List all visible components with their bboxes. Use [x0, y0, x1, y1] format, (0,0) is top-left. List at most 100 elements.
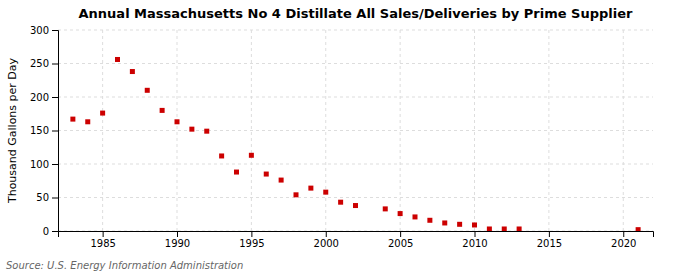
grid-line — [623, 30, 624, 231]
point — [160, 108, 165, 113]
point — [413, 214, 418, 219]
point — [85, 119, 90, 124]
axis-line — [52, 31, 59, 232]
tick-label: 1995 — [239, 238, 264, 249]
grid-line — [102, 30, 103, 231]
point — [264, 172, 269, 177]
grid-line — [58, 130, 653, 131]
point — [115, 57, 120, 62]
grid-line — [251, 30, 252, 231]
tick-mark — [52, 64, 58, 65]
grid-line — [474, 30, 475, 231]
tick: 2015 — [537, 231, 562, 249]
tick-mark — [326, 231, 327, 237]
tick: 2020 — [611, 231, 636, 249]
tick-mark — [623, 231, 624, 237]
title: Annual Massachusetts No 4 Distillate All… — [79, 6, 634, 21]
x-axis: 1985 1990 1995 2000 2005 2010 2015 2020 — [59, 231, 654, 249]
point — [145, 88, 150, 93]
point — [219, 153, 224, 158]
point — [189, 127, 194, 132]
tick-label: 2015 — [537, 238, 562, 249]
tick: 1995 — [239, 231, 264, 249]
tick-mark — [251, 231, 252, 237]
point — [70, 117, 75, 122]
axis-line — [59, 232, 654, 238]
tick: 2010 — [462, 231, 487, 249]
point — [234, 170, 239, 175]
tick-label: 1990 — [165, 238, 190, 249]
tick: 50 — [36, 192, 58, 203]
point — [175, 119, 180, 124]
grid-line — [58, 197, 653, 198]
tick-mark — [52, 164, 58, 165]
tick-label: 2005 — [388, 238, 413, 249]
y-axis: 0 50 100 150 200 250 300 — [30, 25, 59, 237]
tick: 1985 — [90, 231, 115, 249]
tick-label: 2000 — [314, 238, 339, 249]
grid-line — [548, 30, 549, 231]
chart: 1985 1990 1995 2000 2005 2010 2015 2020 0 50 100 15… — [0, 0, 675, 275]
point — [442, 220, 447, 225]
tick-mark — [177, 231, 178, 237]
tick-mark — [52, 97, 58, 98]
point — [130, 69, 135, 74]
point — [249, 153, 254, 158]
tick: 2005 — [388, 231, 413, 249]
point — [100, 111, 105, 116]
point — [204, 129, 209, 134]
plot-area: 1985 1990 1995 2000 2005 2010 2015 2020 0 50 100 15… — [30, 25, 654, 249]
point — [517, 226, 522, 231]
point — [502, 226, 507, 231]
point — [353, 203, 358, 208]
tick-label: 2010 — [462, 238, 487, 249]
grid-line — [58, 97, 653, 98]
tick: 300 — [30, 25, 58, 36]
tick: 100 — [30, 159, 58, 170]
tick-label: 200 — [30, 92, 49, 103]
tick-label: 100 — [30, 159, 49, 170]
tick-label: 300 — [30, 25, 49, 36]
grid-line — [58, 63, 653, 64]
tick-mark — [400, 231, 401, 237]
tick-label: 0 — [43, 226, 49, 237]
tick-label: 250 — [30, 58, 49, 69]
point — [457, 222, 462, 227]
point — [323, 190, 328, 195]
point — [279, 178, 284, 183]
point — [472, 222, 477, 227]
grid — [58, 30, 653, 231]
tick-mark — [52, 198, 58, 199]
tick-mark — [103, 231, 104, 237]
point — [636, 227, 641, 231]
point — [427, 218, 432, 223]
tick-label: 1985 — [90, 238, 115, 249]
tick-mark — [52, 231, 58, 232]
point — [308, 186, 313, 191]
grid-line — [325, 30, 326, 231]
tick: 0 — [43, 226, 58, 237]
points — [70, 57, 640, 231]
point — [398, 211, 403, 216]
tick: 200 — [30, 92, 58, 103]
tick-label: 2020 — [611, 238, 636, 249]
grid-line — [400, 30, 401, 231]
grid-line — [58, 30, 653, 31]
point — [338, 200, 343, 205]
point — [383, 206, 388, 211]
tick-label: 150 — [30, 125, 49, 136]
tick-mark — [52, 131, 58, 132]
tick-mark — [549, 231, 550, 237]
point — [487, 226, 492, 231]
y-axis-title: Thousand Gallons per Day — [6, 57, 19, 204]
tick-label: 50 — [36, 192, 49, 203]
grid-line — [58, 164, 653, 165]
tick-mark — [475, 231, 476, 237]
grid-line — [177, 30, 178, 231]
tick: 2000 — [314, 231, 339, 249]
tick: 150 — [30, 125, 58, 136]
source: Source: U.S. Energy Information Administ… — [6, 260, 243, 271]
point — [294, 192, 299, 197]
tick: 250 — [30, 58, 58, 69]
tick: 1990 — [165, 231, 190, 249]
